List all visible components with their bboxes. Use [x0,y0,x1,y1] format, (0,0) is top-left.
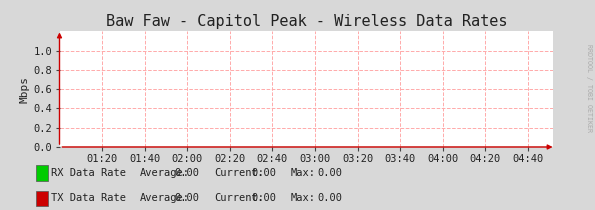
Title: Baw Faw - Capitol Peak - Wireless Data Rates: Baw Faw - Capitol Peak - Wireless Data R… [106,14,507,29]
Text: 0.00: 0.00 [252,168,277,178]
Text: TX Data Rate: TX Data Rate [51,193,126,203]
Text: 0.00: 0.00 [317,168,342,178]
Text: Average:: Average: [140,168,190,178]
Text: Current:: Current: [214,193,264,203]
Text: 0.00: 0.00 [174,193,199,203]
Text: RX Data Rate: RX Data Rate [51,168,126,178]
Text: Max:: Max: [290,168,315,178]
Y-axis label: Mbps: Mbps [20,76,30,103]
Text: Max:: Max: [290,193,315,203]
Text: 0.00: 0.00 [252,193,277,203]
Text: 0.00: 0.00 [174,168,199,178]
Text: RRDTOOL / TOBI OETIKER: RRDTOOL / TOBI OETIKER [586,44,592,132]
Text: 0.00: 0.00 [317,193,342,203]
Text: Current:: Current: [214,168,264,178]
Text: Average:: Average: [140,193,190,203]
